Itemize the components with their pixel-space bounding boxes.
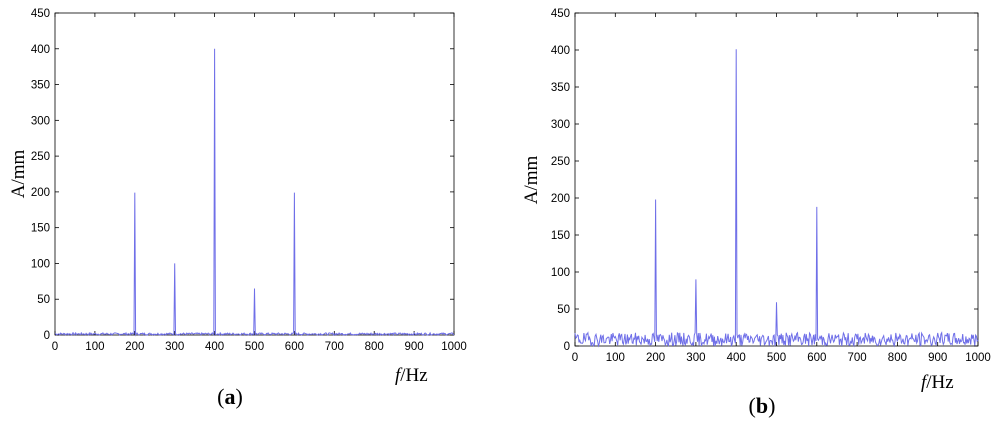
plot-area-b — [574, 12, 979, 347]
x-tick-label-a: 0 — [52, 341, 58, 353]
y-tick-label-b: 150 — [551, 230, 570, 242]
y-tick-label-b: 200 — [551, 193, 570, 205]
x-axis-label-italic-a: f — [395, 365, 403, 386]
panel-label-a: (a) — [217, 384, 243, 409]
y-tick-label-b: 0 — [564, 341, 570, 353]
y-tick-label-a: 400 — [31, 44, 50, 56]
x-tick-label-b: 200 — [646, 352, 665, 364]
y-axis-label-b: A/mm — [521, 156, 542, 205]
x-tick-label-b: 800 — [888, 352, 907, 364]
panel-label-b-open: ( — [749, 393, 756, 418]
x-tick-label-b: 400 — [727, 352, 746, 364]
plot-area-a — [54, 12, 455, 336]
x-tick-label-a: 800 — [365, 341, 384, 353]
y-tick-label-a: 350 — [31, 80, 50, 92]
y-tick-label-b: 300 — [551, 119, 570, 131]
panel-label-a-close: ) — [236, 384, 243, 409]
y-tick-label-a: 50 — [37, 294, 50, 306]
x-tick-label-b: 0 — [572, 352, 578, 364]
x-tick-label-a: 200 — [125, 341, 144, 353]
y-axis-label-a: A/mm — [8, 150, 29, 199]
y-tick-label-a: 450 — [31, 8, 50, 20]
y-tick-label-b: 400 — [551, 45, 570, 57]
x-axis-label-rest-a: /Hz — [400, 365, 427, 386]
panel-label-b-letter: b — [756, 393, 768, 418]
x-tick-label-a: 300 — [165, 341, 184, 353]
x-axis-label-a: f/Hz — [395, 365, 428, 386]
x-tick-label-b: 300 — [686, 352, 705, 364]
x-tick-label-b: 700 — [848, 352, 867, 364]
x-axis-label-italic-b: f — [921, 372, 929, 393]
y-tick-label-b: 50 — [557, 304, 570, 316]
x-tick-label-a: 600 — [285, 341, 304, 353]
y-tick-label-a: 100 — [31, 258, 50, 270]
x-tick-label-a: 400 — [205, 341, 224, 353]
panel-label-a-open: ( — [217, 384, 224, 409]
y-tick-label-a: 300 — [31, 115, 50, 127]
y-tick-label-b: 350 — [551, 82, 570, 94]
x-tick-label-b: 500 — [767, 352, 786, 364]
spectrum-line-a — [54, 48, 455, 337]
x-axis-label-b: f/Hz — [921, 372, 954, 393]
x-tick-label-b: 1000 — [965, 352, 991, 364]
x-tick-label-a: 1000 — [441, 341, 467, 353]
spectrum-line-b — [574, 49, 979, 348]
chart-panel-a: 0 100 200 300 400 500 600 700 800 900 1000 0 50 100 15… — [8, 8, 467, 409]
y-tick-label-a: 200 — [31, 187, 50, 199]
x-tick-label-a: 500 — [245, 341, 264, 353]
y-tick-label-a: 250 — [31, 151, 50, 163]
panel-label-b: (b) — [749, 393, 776, 418]
y-tick-label-a: 0 — [44, 330, 50, 342]
y-tick-label-b: 100 — [551, 267, 570, 279]
panel-label-b-close: ) — [768, 393, 775, 418]
x-tick-label-a: 100 — [85, 341, 104, 353]
x-axis-label-rest-b: /Hz — [926, 372, 953, 393]
x-tick-label-a: 700 — [325, 341, 344, 353]
y-tick-label-a: 150 — [31, 223, 50, 235]
panel-label-a-letter: a — [225, 384, 236, 409]
chart-panel-b: 0 100 200 300 400 500 600 700 800 900 1000 0 50 100 15… — [521, 8, 991, 418]
x-tick-label-b: 600 — [807, 352, 826, 364]
y-tick-label-b: 250 — [551, 156, 570, 168]
x-tick-label-a: 900 — [405, 341, 424, 353]
x-tick-label-b: 100 — [606, 352, 625, 364]
y-tick-label-b: 450 — [551, 8, 570, 20]
x-tick-label-b: 900 — [928, 352, 947, 364]
